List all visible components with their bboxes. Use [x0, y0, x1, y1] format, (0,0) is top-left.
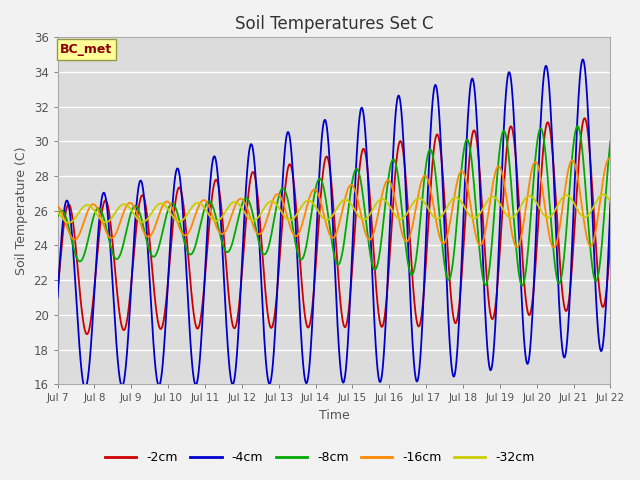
Y-axis label: Soil Temperature (C): Soil Temperature (C) — [15, 146, 28, 275]
Title: Soil Temperatures Set C: Soil Temperatures Set C — [235, 15, 433, 33]
Text: BC_met: BC_met — [60, 43, 113, 56]
Legend: -2cm, -4cm, -8cm, -16cm, -32cm: -2cm, -4cm, -8cm, -16cm, -32cm — [100, 446, 540, 469]
X-axis label: Time: Time — [319, 409, 349, 422]
